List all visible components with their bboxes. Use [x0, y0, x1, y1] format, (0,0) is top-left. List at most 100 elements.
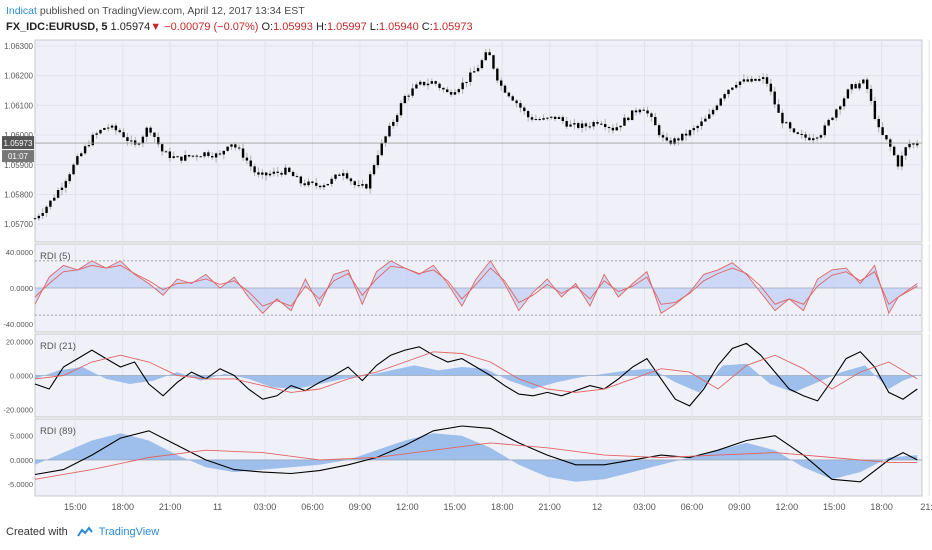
candle-body: [434, 81, 437, 84]
candle-body: [395, 115, 399, 122]
x-tick-label: 15:00: [823, 502, 846, 512]
indicator-tick-label: 0.0000: [10, 456, 33, 465]
candle-body: [769, 83, 773, 92]
candle-body: [550, 116, 553, 118]
candle-body: [64, 181, 68, 188]
candle-body: [338, 174, 341, 176]
candle-body: [484, 52, 487, 61]
candle-body: [284, 167, 287, 175]
candle-body: [87, 145, 91, 147]
candle-body: [461, 82, 464, 90]
candle-body: [842, 98, 846, 107]
candle-body: [827, 119, 830, 126]
candle-body: [230, 144, 233, 147]
candle-body: [677, 138, 680, 141]
candle-body: [804, 134, 807, 138]
candle-body: [407, 95, 410, 97]
candle-body: [592, 122, 595, 127]
candle-body: [384, 136, 387, 144]
pane-0-background: [34, 39, 923, 243]
candle-body: [488, 52, 491, 56]
candle-body: [211, 155, 214, 158]
candle-body: [114, 125, 118, 131]
candle-body: [168, 151, 172, 158]
candle-body: [41, 212, 44, 216]
rdi-line: [34, 425, 918, 483]
candle-body: [916, 143, 919, 146]
indicator-tick-label: -5.0000: [8, 480, 33, 489]
candle-body: [311, 181, 314, 183]
candle-body: [345, 173, 349, 179]
candle-body: [56, 190, 60, 198]
candle-body: [357, 185, 360, 187]
candle-body: [430, 81, 434, 84]
candle-body: [426, 83, 430, 86]
candle-body: [453, 92, 457, 95]
candle-body: [234, 144, 237, 148]
low-label: L:: [369, 21, 379, 33]
candle-body: [665, 137, 669, 141]
last-price: 1.05974: [110, 21, 151, 33]
tradingview-brand[interactable]: TradingView: [98, 526, 160, 538]
candle-body: [276, 171, 279, 173]
candle-body: [758, 79, 761, 81]
candle-body: [288, 167, 291, 172]
indicator-title: RDI (21): [40, 341, 76, 352]
candle-body: [145, 127, 148, 137]
candle-body: [607, 127, 611, 129]
x-tick-label: 12: [592, 502, 602, 512]
candle-body: [172, 156, 175, 158]
candle-body: [600, 123, 603, 125]
candle-body: [719, 98, 722, 106]
close-value: 1.05973: [432, 21, 473, 33]
candle-body: [249, 160, 252, 167]
candle-body: [457, 89, 460, 93]
candle-body: [99, 129, 102, 134]
candle-body: [696, 125, 699, 129]
x-tick-label: 18:00: [491, 502, 514, 512]
price-tick-label: 1.06200: [4, 72, 33, 81]
countdown-box: [2, 150, 34, 163]
symbol-label[interactable]: FX_IDC:EURUSD, 5: [6, 21, 108, 33]
candle-body: [272, 171, 276, 174]
candle-body: [130, 140, 133, 142]
candle-body: [738, 81, 742, 85]
candle-body: [280, 172, 283, 175]
x-tick-label: 12:00: [396, 502, 419, 512]
candle-body: [33, 218, 37, 220]
candle-body: [553, 116, 557, 119]
candle-body: [654, 116, 657, 126]
candle-body: [765, 77, 769, 84]
candle-body: [449, 92, 453, 95]
x-tick-label: 06:00: [681, 502, 704, 512]
high-value: 1.05997: [326, 21, 367, 33]
candle-body: [372, 165, 376, 175]
candle-body: [561, 117, 565, 122]
candle-body: [153, 132, 156, 138]
candle-body: [83, 146, 87, 154]
chart-canvas[interactable]: 15:00 18:00 21:00 11 03:00 06:00 09:00 12:00 15:…: [0, 0, 932, 522]
signal-line: [34, 264, 918, 307]
candle-body: [850, 84, 853, 90]
indicator-tick-label: 40.0000: [6, 248, 33, 257]
candle-body: [133, 140, 137, 145]
x-tick-label: 15:00: [64, 502, 87, 512]
candle-body: [557, 117, 561, 119]
indicator-title: RDI (5): [40, 251, 71, 262]
candle-body: [630, 110, 634, 121]
indicator-title: RDI (89): [40, 426, 76, 437]
candle-body: [195, 155, 199, 157]
candle-body: [469, 72, 472, 82]
price-tag-value: 1.05973: [4, 139, 33, 148]
candle-body: [157, 137, 160, 145]
candle-body: [91, 134, 94, 146]
author-link[interactable]: Indicat: [6, 5, 37, 17]
candle-body: [330, 178, 333, 184]
down-arrow-icon: ▼: [150, 21, 162, 33]
candle-body: [160, 144, 164, 152]
candle-body: [742, 79, 746, 82]
candle-body: [303, 183, 306, 186]
candle-body: [638, 109, 642, 113]
candle-body: [264, 172, 268, 176]
candle-body: [869, 88, 873, 101]
